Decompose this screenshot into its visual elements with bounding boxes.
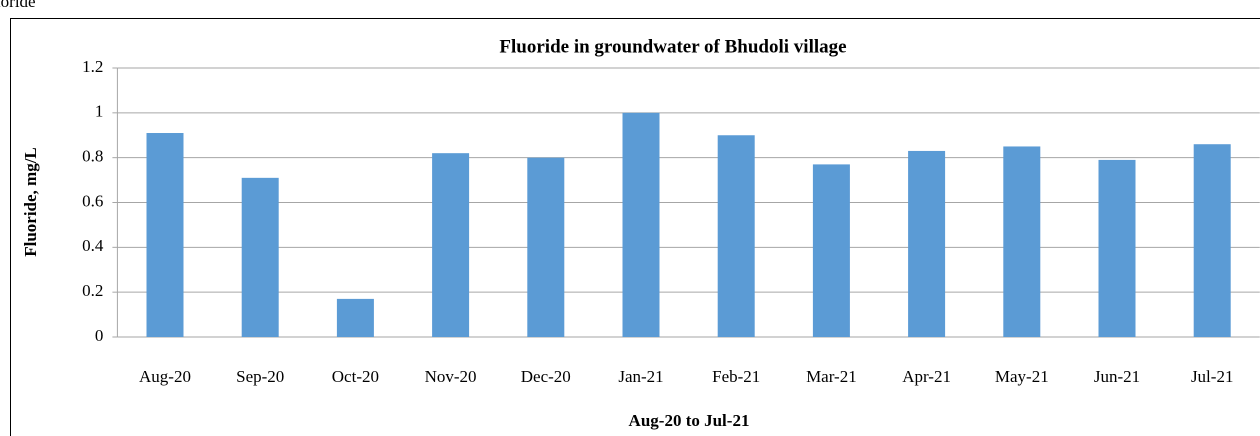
x-tick-label: Feb-21 bbox=[712, 367, 760, 386]
bar bbox=[717, 135, 755, 337]
x-tick-label: May-21 bbox=[995, 367, 1049, 386]
x-tick-label: Dec-20 bbox=[521, 367, 571, 386]
bar bbox=[1003, 146, 1041, 337]
x-tick-label: Jan-21 bbox=[618, 367, 663, 386]
chart-title: Fluoride in groundwater of Bhudoli villa… bbox=[499, 36, 846, 57]
chart-frame bbox=[10, 18, 1260, 436]
bar bbox=[146, 133, 184, 337]
x-tick-label: Oct-20 bbox=[332, 367, 379, 386]
y-tick-label: 1.2 bbox=[82, 57, 103, 76]
y-tick-label: 1 bbox=[95, 102, 104, 121]
x-tick-label: Aug-20 bbox=[139, 367, 191, 386]
y-tick-label: 0.2 bbox=[82, 281, 103, 300]
bar bbox=[1098, 159, 1136, 337]
bar bbox=[812, 164, 850, 337]
bar bbox=[622, 112, 660, 337]
bar bbox=[908, 150, 946, 337]
y-tick-label: 0 bbox=[95, 326, 104, 345]
y-tick-label: 0.8 bbox=[82, 147, 103, 166]
x-axis-label: Aug-20 to Jul-21 bbox=[629, 411, 750, 430]
y-tick-label: 0.4 bbox=[82, 236, 104, 255]
x-tick-label: Jun-21 bbox=[1094, 367, 1140, 386]
y-axis-label: Fluoride, mg/L bbox=[21, 147, 40, 257]
x-tick-label: Nov-20 bbox=[425, 367, 477, 386]
bar bbox=[527, 157, 565, 337]
x-tick-label: Sep-20 bbox=[236, 367, 284, 386]
bar bbox=[336, 298, 374, 337]
page-header: Fluoride bbox=[0, 0, 36, 11]
bar bbox=[432, 153, 470, 337]
bar bbox=[241, 177, 279, 337]
bar bbox=[1193, 144, 1231, 337]
x-tick-label: Apr-21 bbox=[902, 367, 951, 386]
x-tick-label: Mar-21 bbox=[806, 367, 857, 386]
y-tick-label: 0.6 bbox=[82, 191, 103, 210]
x-tick-label: Jul-21 bbox=[1191, 367, 1234, 386]
